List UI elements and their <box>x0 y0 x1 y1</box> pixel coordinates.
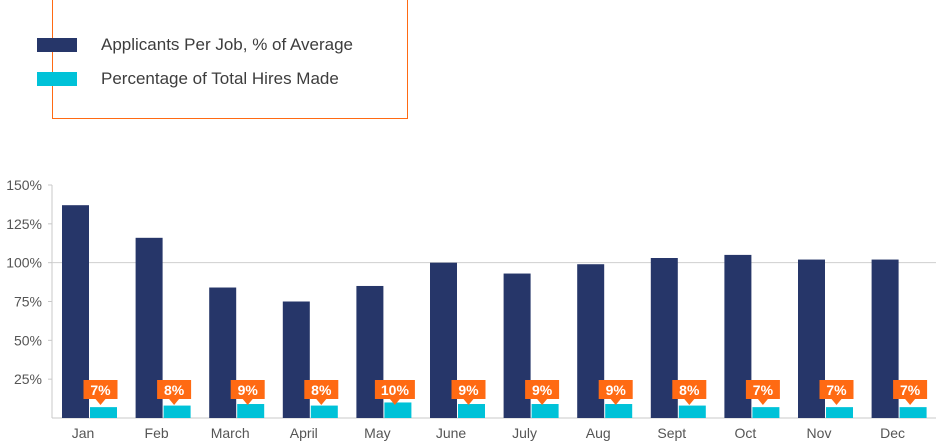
bar-hires <box>237 404 265 418</box>
data-label-text: 10% <box>381 382 410 398</box>
data-label-pointer <box>389 399 400 405</box>
x-category-label: March <box>211 425 250 441</box>
x-category-label: July <box>512 425 537 441</box>
data-label-pointer <box>95 399 106 405</box>
data-label-hires: 9% <box>598 380 633 405</box>
y-tick-label: 100% <box>6 255 42 271</box>
x-category-label: Aug <box>586 425 611 441</box>
bar-applicants <box>282 301 310 418</box>
bar-hires <box>163 405 191 418</box>
data-label-pointer <box>610 399 621 405</box>
x-category-label: Oct <box>735 425 757 441</box>
bar-hires <box>605 404 633 418</box>
data-label-pointer <box>169 399 180 405</box>
data-label-bg <box>304 380 339 399</box>
data-label-hires: 9% <box>451 380 486 405</box>
data-label-bg <box>893 380 928 399</box>
data-label-bg <box>598 380 633 399</box>
data-label-hires: 9% <box>525 380 560 405</box>
legend-label-hires: Percentage of Total Hires Made <box>101 69 339 88</box>
x-category-label: April <box>290 425 318 441</box>
data-label-hires: 7% <box>893 380 928 405</box>
data-label-bg <box>374 380 415 399</box>
x-category-label: Nov <box>807 425 832 441</box>
y-tick-label: 25% <box>14 371 42 387</box>
x-category-label: June <box>436 425 467 441</box>
data-label-text: 8% <box>164 382 185 398</box>
data-label-bg <box>230 380 265 399</box>
data-label-text: 9% <box>606 382 627 398</box>
legend-swatch-hires <box>37 72 77 86</box>
bar-hires <box>90 407 117 418</box>
data-label-pointer <box>757 399 768 405</box>
bar-hires <box>678 405 706 418</box>
legend-label-applicants: Applicants Per Job, % of Average <box>101 35 354 54</box>
data-label-bg <box>745 380 780 399</box>
data-label-pointer <box>316 399 327 405</box>
y-tick-label: 125% <box>6 216 42 232</box>
legend-item-applicants: Applicants Per Job, % of Average <box>37 35 353 55</box>
data-label-hires: 7% <box>745 380 780 405</box>
x-category-label: Feb <box>145 425 169 441</box>
data-label-text: 8% <box>679 382 700 398</box>
data-label-bg <box>157 380 192 399</box>
data-label-pointer <box>463 399 474 405</box>
data-label-text: 7% <box>900 382 921 398</box>
y-tick-label: 75% <box>14 294 42 310</box>
data-label-hires: 7% <box>83 380 118 405</box>
y-tick-label: 150% <box>6 177 42 193</box>
legend: Applicants Per Job, % of Average Percent… <box>37 0 408 119</box>
data-label-text: 7% <box>753 382 774 398</box>
data-label-bg <box>451 380 486 399</box>
x-category-label: Dec <box>880 425 905 441</box>
legend-swatch-applicants <box>37 38 77 52</box>
data-label-hires: 7% <box>819 380 854 405</box>
data-label-text: 7% <box>90 382 111 398</box>
data-label-hires: 10% <box>374 380 415 405</box>
data-label-hires: 8% <box>304 380 339 405</box>
data-label-hires: 8% <box>157 380 192 405</box>
x-category-label: May <box>364 425 390 441</box>
legend-item-hires: Percentage of Total Hires Made <box>37 69 339 89</box>
data-label-pointer <box>905 399 916 405</box>
data-label-text: 9% <box>238 382 259 398</box>
data-label-pointer <box>831 399 842 405</box>
bar-hires <box>458 404 485 418</box>
data-label-text: 8% <box>311 382 332 398</box>
data-label-pointer <box>684 399 695 405</box>
x-category-label: Jan <box>72 425 95 441</box>
data-label-hires: 9% <box>230 380 265 405</box>
x-category-label: Sept <box>657 425 686 441</box>
data-label-pointer <box>537 399 548 405</box>
data-label-bg <box>672 380 707 399</box>
bar-hires <box>752 407 780 418</box>
bar-hires <box>531 404 559 418</box>
data-label-pointer <box>242 399 253 405</box>
bar-hires <box>826 407 853 418</box>
bar-hires <box>899 407 927 418</box>
data-label-text: 9% <box>458 382 479 398</box>
data-label-text: 7% <box>826 382 847 398</box>
y-tick-label: 50% <box>14 332 42 348</box>
data-label-hires: 8% <box>672 380 707 405</box>
bar-hires <box>310 405 338 418</box>
data-label-bg <box>83 380 118 399</box>
data-label-bg <box>819 380 854 399</box>
data-label-text: 9% <box>532 382 553 398</box>
data-label-bg <box>525 380 560 399</box>
bar-hires <box>384 402 412 418</box>
